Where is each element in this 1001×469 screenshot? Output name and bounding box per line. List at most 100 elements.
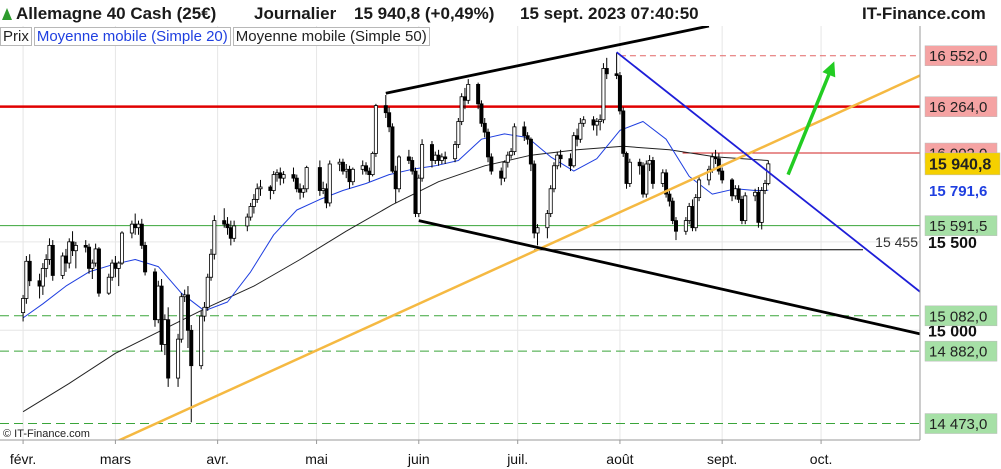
- candle-body: [373, 105, 378, 154]
- candle-body: [535, 227, 540, 234]
- candle: [641, 162, 646, 198]
- price-label-text: 16 552,0: [929, 48, 987, 65]
- candle-body: [456, 121, 461, 145]
- price-label-current: 15 940,8: [924, 152, 1001, 176]
- candle: [179, 293, 184, 343]
- candle-body: [637, 161, 642, 167]
- candle-body: [759, 190, 764, 223]
- candle-body: [443, 156, 448, 160]
- price-label-bg: [924, 305, 998, 327]
- candle: [621, 107, 626, 157]
- candle-body: [337, 161, 342, 165]
- candle: [67, 238, 72, 269]
- candle-body: [683, 220, 688, 232]
- candle-body: [716, 158, 721, 172]
- candle-body: [116, 262, 121, 269]
- candle-body: [571, 135, 576, 167]
- candle-body: [413, 170, 418, 214]
- candle-body: [179, 296, 184, 340]
- x-tick-label: sept.: [707, 451, 737, 467]
- candle: [245, 213, 250, 232]
- candle: [304, 165, 309, 193]
- candle: [251, 194, 256, 214]
- candle: [429, 141, 434, 168]
- candle: [716, 153, 721, 175]
- x-tick-label: août: [606, 451, 633, 467]
- candle: [598, 114, 603, 131]
- candle: [176, 333, 181, 387]
- candle: [551, 162, 556, 193]
- candle-body: [763, 183, 768, 191]
- candle-body: [532, 163, 537, 234]
- price-label-bg: [924, 152, 1001, 176]
- legend-ma50[interactable]: Moyenne mobile (Simple 50): [232, 27, 430, 46]
- candle: [548, 185, 553, 218]
- candle: [687, 202, 692, 225]
- candle: [189, 325, 194, 423]
- legend-ma20[interactable]: Moyenne mobile (Simple 20): [33, 27, 231, 46]
- candle-body: [693, 197, 698, 229]
- candle-body: [37, 280, 42, 287]
- price-label-text: 15 591,5: [929, 218, 987, 235]
- candle-body: [258, 186, 263, 190]
- candle-body: [733, 188, 738, 197]
- candle-body: [525, 135, 530, 140]
- candle: [202, 302, 207, 322]
- candle-body: [459, 96, 464, 122]
- candle-body: [660, 172, 665, 184]
- candle-body: [281, 174, 286, 179]
- candle: [350, 167, 355, 186]
- candle-body: [439, 156, 444, 161]
- candle: [129, 220, 134, 239]
- trendline-channel-top: [385, 24, 710, 95]
- candle-body: [113, 262, 118, 269]
- candle: [525, 132, 530, 145]
- candle: [258, 179, 263, 196]
- candle-body: [644, 163, 649, 195]
- candle: [673, 217, 678, 241]
- trendline-downtrend: [616, 51, 921, 293]
- candle-body: [548, 188, 553, 214]
- trendlines: [111, 24, 921, 445]
- candle: [601, 63, 606, 124]
- candle-body: [24, 260, 29, 299]
- candle-body: [736, 188, 741, 200]
- price-label-red: 16 264,0: [924, 96, 998, 117]
- candle: [459, 93, 464, 126]
- candle-body: [383, 105, 388, 114]
- candle-body: [274, 172, 279, 176]
- candle: [545, 210, 550, 239]
- up-arrow-head: [822, 61, 836, 78]
- candle: [581, 116, 586, 127]
- candle: [624, 151, 629, 189]
- indicator-legend: Prix Moyenne mobile (Simple 20) Moyenne …: [0, 27, 432, 46]
- candle: [413, 167, 418, 218]
- candle-body: [509, 151, 514, 156]
- candle: [489, 153, 494, 175]
- candle-body: [152, 271, 157, 321]
- candle-body: [482, 122, 487, 133]
- candle-body: [347, 168, 352, 183]
- candle-body: [96, 248, 101, 294]
- candle-body: [462, 96, 467, 101]
- candle-body: [420, 144, 425, 179]
- ma50-series: [22, 145, 769, 413]
- candle: [443, 151, 448, 164]
- candle-body: [406, 156, 411, 161]
- candle-body: [278, 172, 283, 179]
- candle-body: [133, 223, 138, 229]
- candle: [106, 273, 111, 295]
- legend-price[interactable]: Prix: [0, 27, 32, 46]
- candle: [644, 160, 649, 198]
- candle-body: [324, 188, 329, 204]
- price-label-text: 15 082,0: [929, 308, 987, 325]
- candle-body: [176, 338, 181, 379]
- candle-body: [166, 319, 171, 379]
- candle: [759, 187, 764, 230]
- candle: [664, 169, 669, 198]
- candle: [736, 185, 741, 203]
- candle-body: [416, 177, 421, 214]
- candle: [730, 178, 735, 202]
- candle: [301, 185, 306, 198]
